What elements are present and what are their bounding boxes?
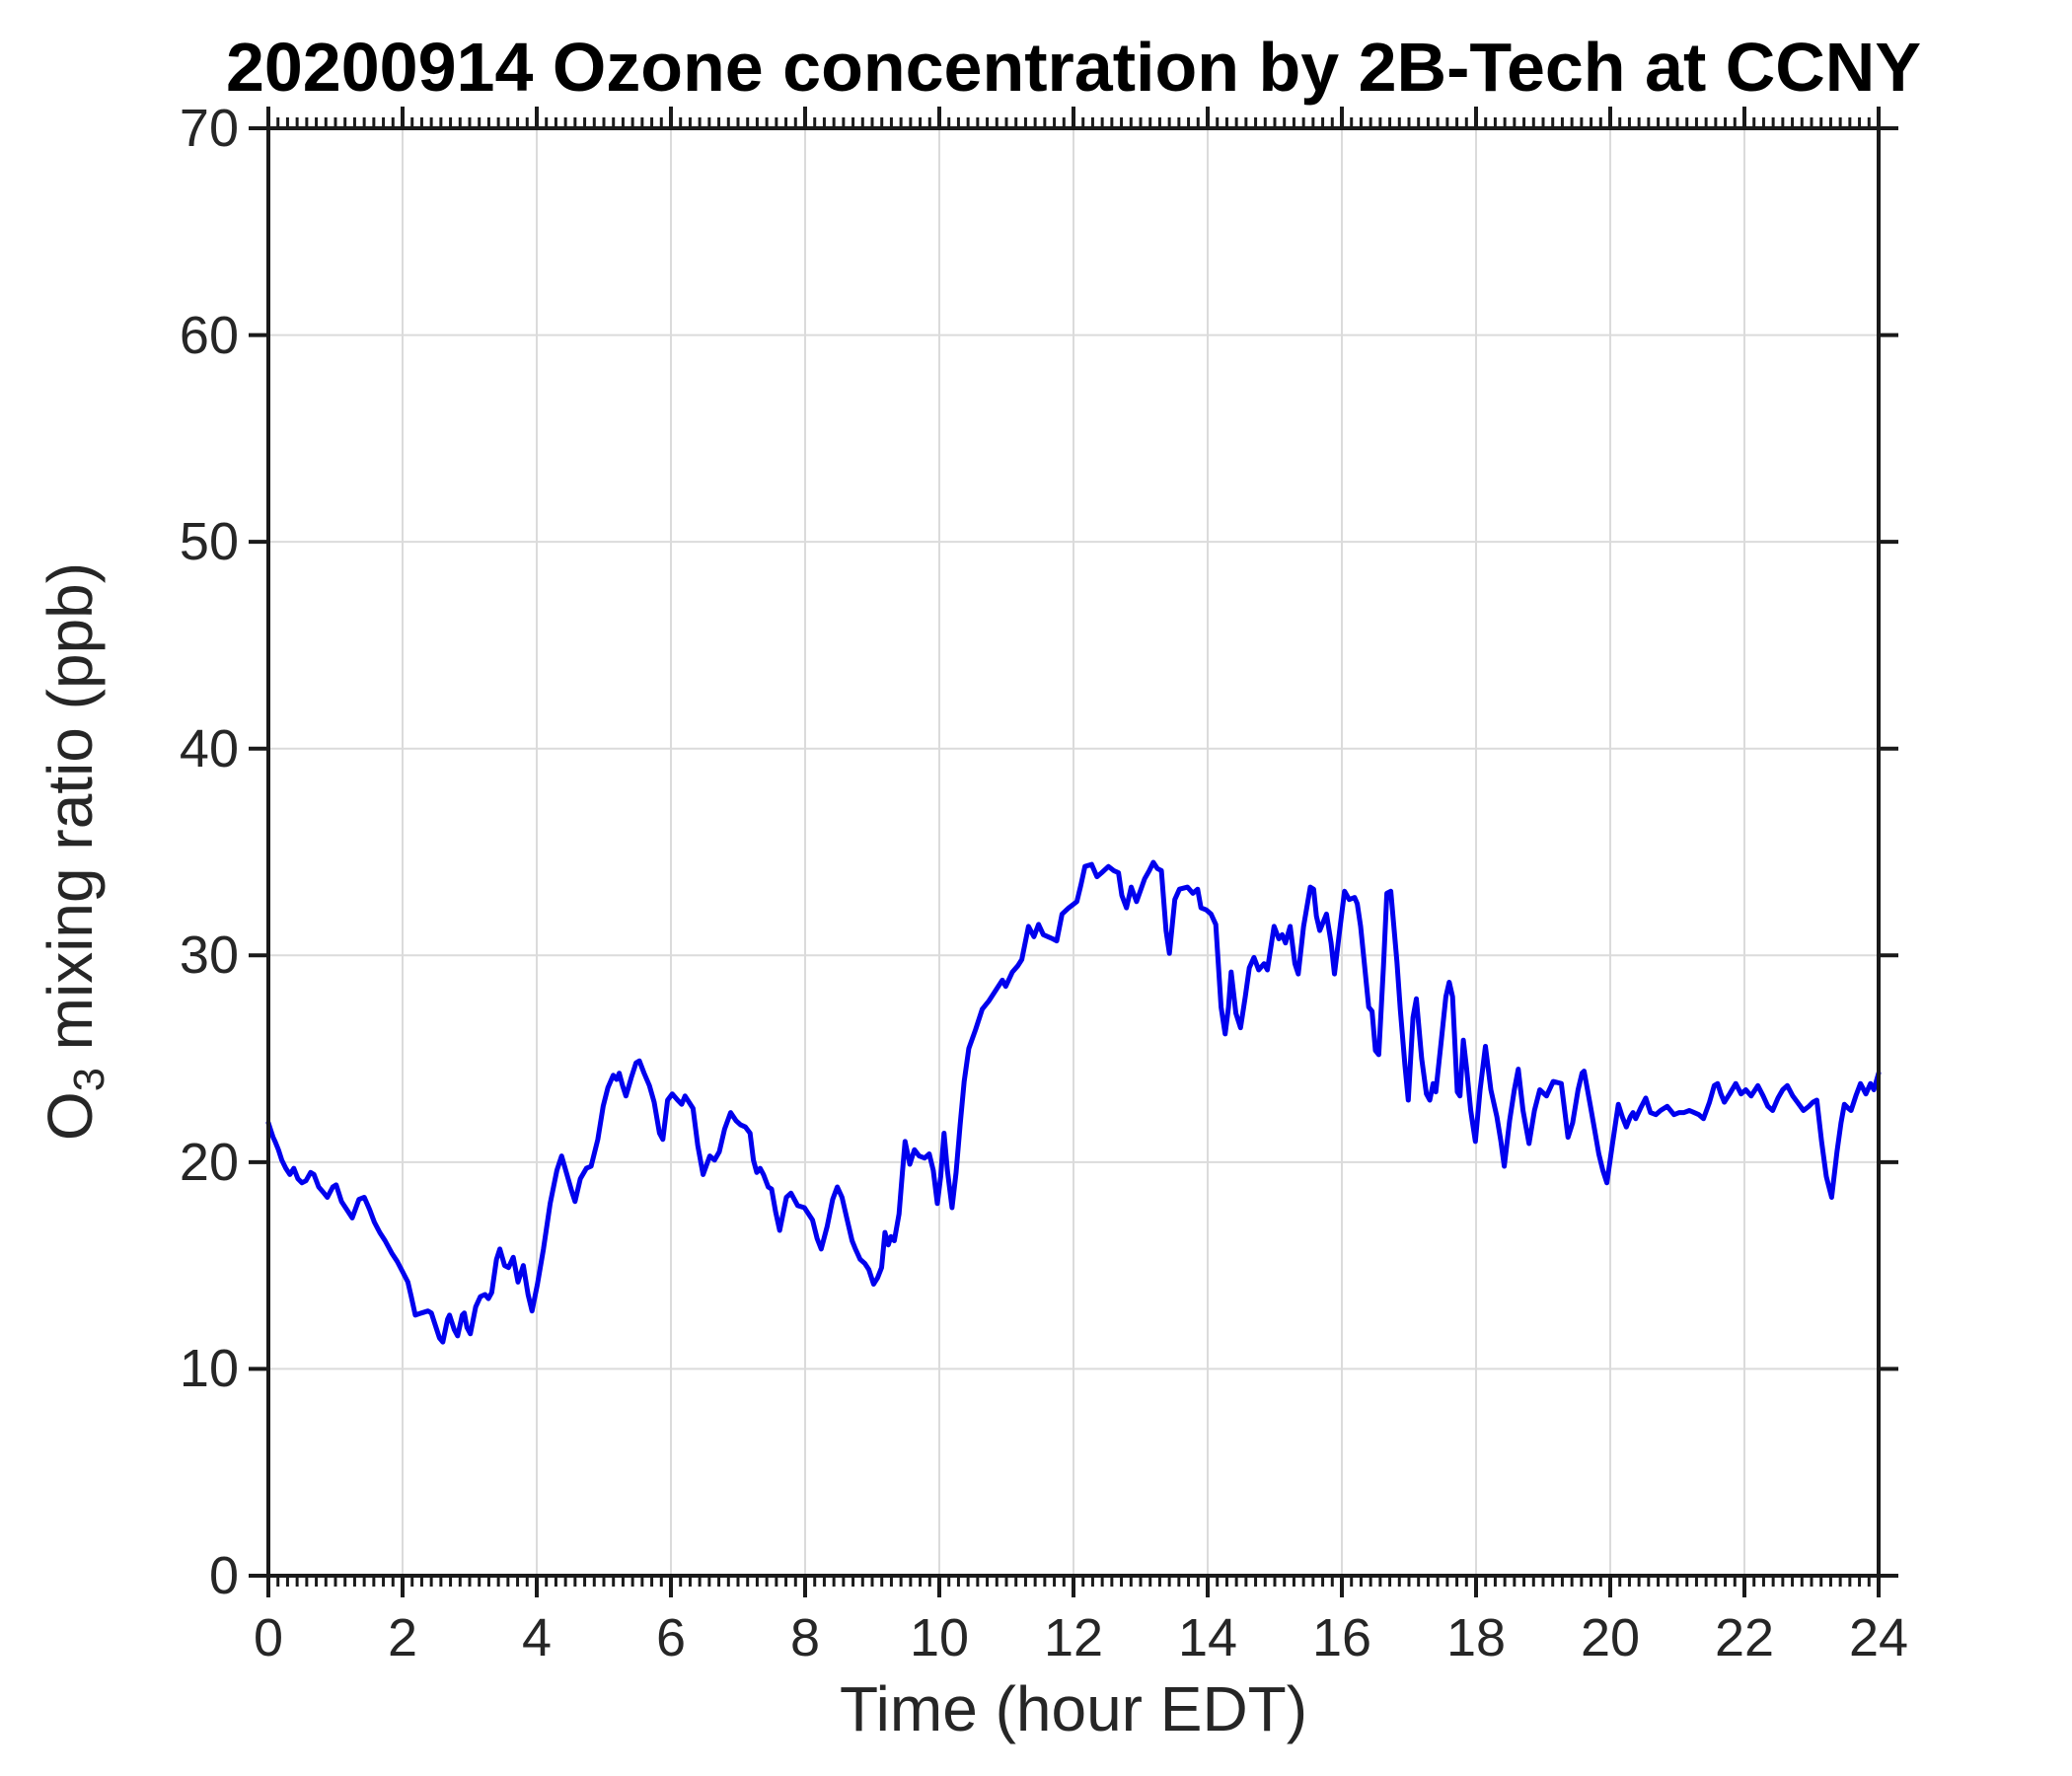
x-tick-label: 0: [253, 1608, 284, 1667]
axes-frame: [266, 126, 1881, 1578]
y-tick-label: 70: [179, 99, 239, 158]
x-tick-label: 10: [909, 1608, 970, 1667]
x-tick-label: 4: [521, 1608, 553, 1667]
y-axis-label-main: O: [34, 1091, 106, 1142]
y-tick-label: 20: [179, 1132, 239, 1192]
y-tick-label: 30: [179, 925, 239, 986]
y-axis-label-subscript: 3: [66, 1068, 114, 1092]
ozone-line: [265, 859, 1882, 1345]
y-tick-label: 60: [179, 305, 239, 365]
y-axis-label: O3 mixing ratio (ppb): [34, 562, 114, 1141]
x-tick-label: 24: [1848, 1608, 1909, 1667]
x-tick-label: 18: [1445, 1608, 1507, 1667]
data-series: [265, 859, 1882, 1345]
x-tick-label: 8: [789, 1608, 821, 1667]
y-tick-label: 40: [179, 718, 239, 778]
grid-lines: [268, 128, 1879, 1576]
y-tick-label: 10: [179, 1339, 239, 1399]
y-axis-label-units: mixing ratio (ppb): [34, 561, 106, 1069]
y-tick-label: 0: [208, 1546, 239, 1605]
x-tick-label: 6: [655, 1608, 687, 1667]
x-tick-label: 20: [1580, 1608, 1641, 1667]
x-tick-label: 12: [1043, 1608, 1104, 1667]
x-axis-label: Time (hour EDT): [839, 1673, 1308, 1744]
x-tick-label: 22: [1714, 1608, 1775, 1667]
y-tick-label: 50: [179, 512, 239, 572]
x-tick-label: 16: [1311, 1608, 1372, 1667]
x-tick-label: 2: [387, 1608, 418, 1667]
chart-title: 20200914 Ozone concentration by 2B-Tech …: [225, 29, 1922, 106]
x-tick-label: 14: [1177, 1608, 1238, 1667]
